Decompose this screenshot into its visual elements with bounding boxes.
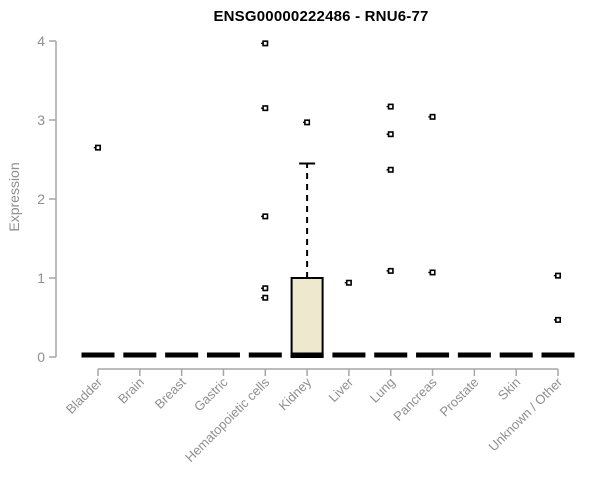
outlier-point <box>262 213 269 220</box>
outlier-point <box>262 294 269 301</box>
chart-title: ENSG00000222486 - RNU6-77 <box>213 8 429 25</box>
median-bar <box>123 352 157 358</box>
x-tick-label: Liver <box>326 374 357 405</box>
median-bar <box>290 352 324 358</box>
outlier-point <box>304 119 311 126</box>
median-bar <box>332 352 366 358</box>
outlier-point <box>345 279 352 286</box>
outlier-point <box>387 166 394 173</box>
median-bar <box>499 352 533 358</box>
outlier-point <box>262 40 269 47</box>
box <box>290 277 324 358</box>
median-bar <box>81 352 115 358</box>
outlier-point <box>262 285 269 292</box>
x-tick-label: Bladder <box>63 374 106 417</box>
x-tick-label: Pancreas <box>390 374 440 424</box>
median-bar <box>248 352 282 358</box>
x-tick-label: Gastric <box>191 374 231 414</box>
y-tick-label: 3 <box>37 112 45 128</box>
outlier-point <box>429 269 436 276</box>
median-bar <box>165 352 199 358</box>
y-tick-label: 0 <box>37 349 45 365</box>
x-tick-label: Unknown / Other <box>486 374 566 454</box>
outlier-point <box>262 105 269 112</box>
y-tick-label: 4 <box>37 33 45 49</box>
outlier-point <box>95 144 102 151</box>
outlier-point <box>555 316 562 323</box>
x-tick-label: Skin <box>495 375 523 403</box>
x-tick-label: Lung <box>367 375 398 406</box>
x-tick-label: Breast <box>152 374 189 411</box>
median-bar <box>416 352 450 358</box>
y-tick-label: 2 <box>37 191 45 207</box>
x-tick-label: Kidney <box>276 374 315 413</box>
median-bar <box>457 352 491 358</box>
x-tick-label: Prostate <box>437 375 482 420</box>
median-bar <box>541 352 575 358</box>
outlier-point <box>555 272 562 279</box>
x-tick-label: Brain <box>115 375 147 407</box>
outlier-point <box>387 103 394 110</box>
median-bar <box>206 352 240 358</box>
median-bar <box>374 352 408 358</box>
outlier-point <box>429 113 436 120</box>
outlier-point <box>387 267 394 274</box>
y-tick-label: 1 <box>37 270 45 286</box>
outlier-point <box>387 131 394 138</box>
